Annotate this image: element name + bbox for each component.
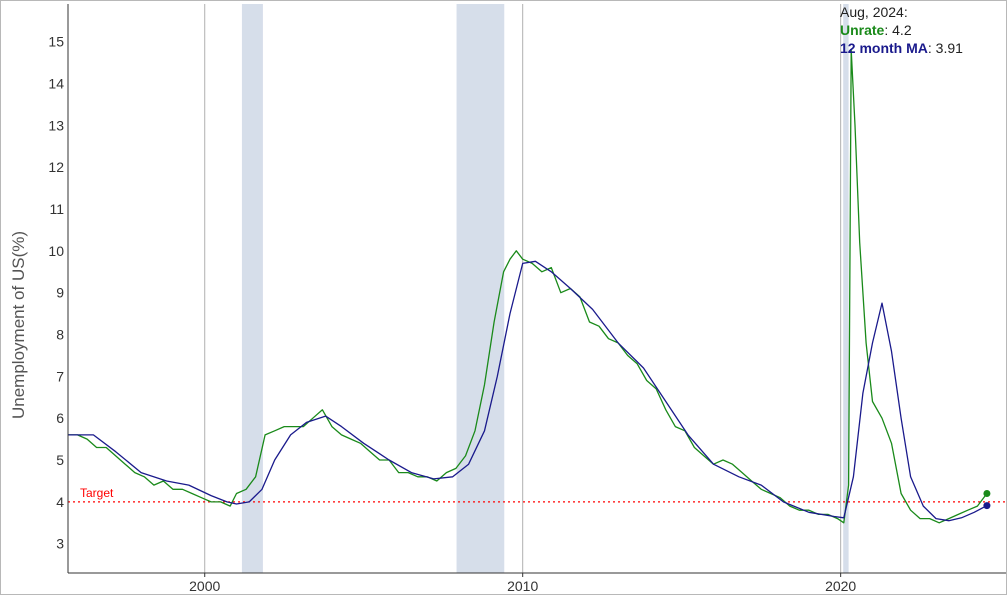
x-tick-label: 2010	[507, 578, 538, 594]
series-line-unrate	[68, 49, 988, 524]
y-tick-label: 11	[49, 201, 64, 217]
y-axis-label: Unemployment of US(%)	[9, 231, 28, 419]
y-tick-label: 8	[56, 327, 64, 343]
recession-band-2	[843, 4, 849, 573]
x-ticks: 2000 2010 2020	[189, 573, 856, 594]
target-line-group: Target	[68, 486, 1006, 503]
annotation-unrate-row: Unrate: 4.2	[840, 22, 912, 38]
y-tick-label: 7	[56, 368, 64, 384]
recession-band-1	[456, 4, 505, 573]
series-lines	[68, 49, 991, 524]
y-tick-label: 12	[48, 159, 64, 175]
y-tick-label: 3	[56, 536, 64, 552]
annotation-date: Aug, 2024:	[840, 4, 908, 20]
y-tick-label: 13	[48, 117, 64, 133]
y-ticks: 3 4 5 6 7 8 9 10 11 12 13 14 15	[48, 34, 64, 552]
annotation-ma-label: 12 month MA	[840, 40, 928, 56]
series-endpoint-12-month-ma	[983, 502, 991, 510]
recession-bands	[241, 4, 849, 573]
y-tick-label: 15	[48, 34, 64, 50]
hover-annotation: Aug, 2024: Unrate: 4.2 12 month MA: 3.91	[840, 4, 963, 56]
y-tick-label: 9	[56, 285, 64, 301]
annotation-unrate-value: : 4.2	[884, 22, 911, 38]
annotation-unrate-label: Unrate	[840, 22, 885, 38]
x-tick-label: 2020	[825, 578, 856, 594]
annotation-ma-row: 12 month MA: 3.91	[840, 40, 963, 56]
series-line-12-month-ma	[68, 260, 988, 522]
y-tick-label: 6	[56, 410, 64, 426]
recession-band-0	[241, 4, 263, 573]
target-label: Target	[80, 486, 114, 500]
y-tick-label: 5	[56, 452, 64, 468]
decade-lines	[204, 4, 842, 573]
y-tick-label: 4	[56, 494, 64, 510]
annotation-ma-value: : 3.91	[928, 40, 963, 56]
y-tick-label: 10	[48, 243, 64, 259]
y-tick-label: 14	[48, 75, 64, 91]
axes	[67, 4, 1006, 574]
series-endpoint-unrate	[983, 490, 991, 498]
x-tick-label: 2000	[189, 578, 220, 594]
